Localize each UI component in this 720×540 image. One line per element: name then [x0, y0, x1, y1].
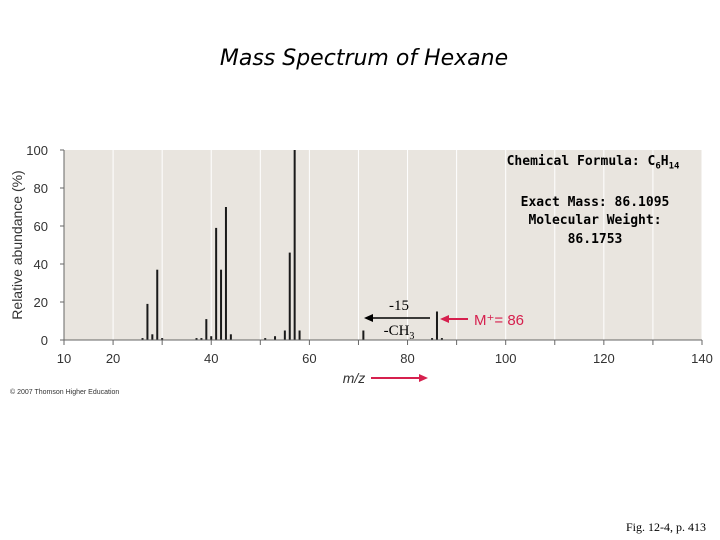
- chemical-formula: Chemical Formula: C6H14: [488, 154, 698, 172]
- figure-caption: Fig. 12-4, p. 413: [625, 520, 706, 534]
- peak-bars: [141, 150, 443, 340]
- x-tick-labels: 10 20 40 60 80 100 120 140: [57, 351, 713, 366]
- peak-bar: [440, 338, 443, 340]
- peak-bar: [220, 269, 223, 340]
- molecular-ion-label: M⁺= 86: [474, 312, 524, 329]
- x-tick-label: 40: [204, 351, 218, 366]
- formula-carbon-count: 6: [655, 161, 661, 172]
- peak-bar: [141, 338, 144, 340]
- grid-lines: [63, 150, 703, 340]
- molecular-weight-value: 86.1753: [567, 232, 623, 247]
- peak-bar: [229, 334, 232, 340]
- peak-bar: [298, 330, 301, 340]
- y-tick-label: 100: [26, 143, 48, 158]
- peak-bar: [215, 227, 218, 340]
- y-tick-label: 0: [41, 333, 48, 348]
- peak-bar: [224, 207, 227, 340]
- peak-bar: [362, 330, 365, 340]
- peak-bar: [161, 338, 164, 340]
- x-tick-label: 10: [57, 351, 71, 366]
- peak-bar: [283, 330, 286, 340]
- x-tick-label: 80: [400, 351, 414, 366]
- formula-carbon: C: [647, 154, 656, 169]
- peak-bar: [200, 338, 203, 340]
- y-tick-labels: 0 20 40 60 80 100: [26, 143, 48, 348]
- x-tick-label: 20: [106, 351, 120, 366]
- exact-mass: Exact Mass: 86.1095: [520, 195, 670, 210]
- peak-bar: [288, 252, 291, 340]
- peak-bar: [195, 338, 198, 340]
- axes: [60, 149, 703, 345]
- peak-bar: [205, 319, 208, 340]
- y-tick-label: 80: [34, 181, 48, 196]
- peak-bar: [151, 334, 154, 340]
- x-tick-label: 120: [593, 351, 615, 366]
- loss-value: -15: [389, 298, 409, 314]
- loss-arrow-head: [364, 314, 373, 322]
- y-tick-label: 60: [34, 219, 48, 234]
- peak-bar: [156, 269, 159, 340]
- formula-hydrogen: H: [660, 154, 669, 169]
- y-tick-label: 20: [34, 295, 48, 310]
- formula-prefix: Chemical Formula:: [506, 154, 648, 169]
- x-tick-label: 100: [495, 351, 517, 366]
- loss-group-subscript: 3: [409, 331, 414, 342]
- y-tick-label: 40: [34, 257, 48, 272]
- x-axis-label: m/z: [343, 370, 366, 386]
- x-axis-arrow-head: [419, 374, 428, 382]
- x-tick-label: 140: [691, 351, 713, 366]
- peak-bar: [146, 303, 149, 340]
- peak-bar: [293, 150, 296, 340]
- molecular-weight-label: Molecular Weight:: [528, 213, 662, 228]
- formula-hydrogen-count: 14: [668, 161, 680, 172]
- peak-bar: [435, 311, 438, 340]
- peak-bar: [274, 336, 277, 340]
- slide-title: Mass Spectrum of Hexane: [219, 46, 509, 71]
- peak-bar: [431, 338, 434, 340]
- x-tick-label: 60: [302, 351, 316, 366]
- molecular-ion-arrow-head: [440, 315, 449, 323]
- peak-bar: [210, 336, 213, 340]
- peak-bar: [264, 338, 267, 340]
- copyright-notice: © 2007 Thomson Higher Education: [10, 389, 120, 396]
- loss-group: -CH3: [384, 323, 415, 342]
- y-axis-label: Relative abundance (%): [9, 170, 25, 319]
- plot-background: [64, 150, 702, 340]
- loss-group-base: -CH: [384, 323, 410, 339]
